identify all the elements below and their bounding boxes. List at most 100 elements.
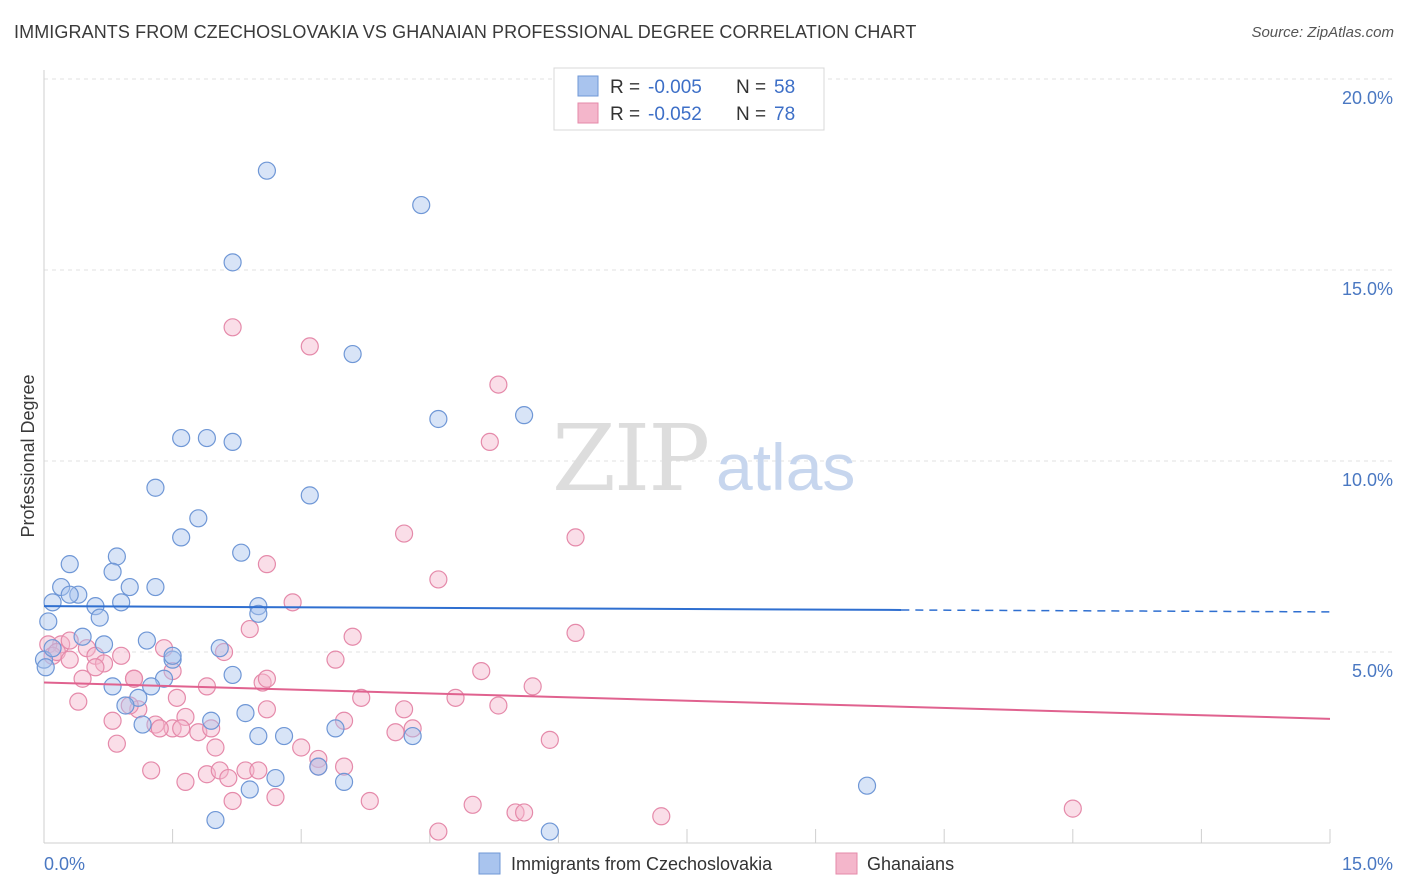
- czechoslovakia-point-6: [172, 428, 191, 448]
- ghanaians-point-71: [515, 803, 534, 822]
- bottom-legend-swatch-pink: [835, 852, 858, 875]
- y-tick-label-3: 20.0%: [1342, 88, 1393, 108]
- czechoslovakia-point-37: [103, 677, 122, 696]
- czechoslovakia-point-26: [90, 608, 109, 627]
- ghanaians-point-41: [176, 707, 195, 727]
- czechoslovakia-point-41: [236, 704, 255, 723]
- y-tick-label-1: 10.0%: [1342, 470, 1393, 490]
- legend-r-label-1: R =: [610, 77, 640, 98]
- czechoslovakia-point-12: [172, 528, 191, 547]
- czechoslovakia-point-42: [133, 715, 152, 734]
- ghanaians-point-48: [403, 719, 422, 738]
- legend-swatch-blue: [577, 75, 599, 97]
- ghanaians-point-5: [566, 528, 585, 547]
- bottom-legend-label-1: Immigrants from Czechoslovakia: [511, 854, 773, 874]
- ghanaians-point-23: [566, 623, 585, 643]
- czechoslovakia-point-43: [202, 711, 221, 730]
- czechoslovakia-point-51: [240, 780, 259, 799]
- czechoslovakia-points: [34, 161, 877, 841]
- czechoslovakia-point-15: [60, 555, 79, 574]
- czechoslovakia-point-4: [429, 409, 448, 429]
- ghanaians-point-21: [240, 619, 259, 639]
- legend-n-value-2: 78: [774, 104, 795, 125]
- ghanaians-point-72: [223, 791, 242, 811]
- ghanaians-point-18: [112, 646, 131, 665]
- czechoslovakia-point-29: [39, 612, 58, 631]
- watermark: ZIP atlas: [552, 405, 855, 512]
- czechoslovakia-point-8: [223, 432, 242, 451]
- y-axis-label: Professional Degree: [18, 374, 38, 537]
- y-tick-labels: 5.0% 10.0% 15.0% 20.0%: [1342, 88, 1393, 681]
- ghanaians-point-32: [352, 688, 371, 707]
- czechoslovakia-point-54: [540, 822, 559, 841]
- czechoslovakia-point-46: [274, 726, 294, 746]
- ghanaians-point-4: [394, 524, 414, 543]
- ghanaians-point-1: [300, 337, 319, 356]
- ghanaians-point-59: [540, 730, 559, 749]
- ghanaians-point-49: [386, 723, 405, 742]
- watermark-zip: ZIP: [552, 405, 708, 512]
- ghanaians-point-22: [343, 627, 362, 646]
- czechoslovakia-point-50: [334, 772, 354, 791]
- legend-n-label-2: N =: [736, 104, 766, 125]
- czechoslovakia-trend-extension: [901, 609, 1331, 613]
- czechoslovakia-point-1: [412, 195, 431, 215]
- source-credit: Source: ZipAtlas.com: [1251, 24, 1394, 41]
- legend-r-value-1: -0.005: [648, 77, 702, 98]
- ghanaians-point-69: [463, 795, 482, 814]
- czechoslovakia-point-28: [73, 627, 92, 646]
- ghanaians-point-39: [394, 700, 414, 719]
- czechoslovakia-point-10: [300, 486, 319, 505]
- ghanaians-point-64: [236, 761, 255, 780]
- czechoslovakia-point-13: [232, 543, 251, 562]
- ghanaians-points: [39, 318, 1082, 841]
- ghanaians-point-36: [69, 692, 88, 711]
- czechoslovakia-point-3: [343, 344, 362, 364]
- legend: R = -0.005 N = 58 R = -0.052 N = 78: [553, 67, 825, 131]
- watermark-atlas: atlas: [716, 430, 855, 504]
- czechoslovakia-point-9: [146, 478, 165, 497]
- czechoslovakia-point-5: [515, 406, 534, 425]
- czechoslovakia-point-0: [257, 161, 277, 180]
- ghanaians-point-30: [257, 669, 277, 688]
- ghanaians-point-56: [309, 749, 328, 769]
- x-tick-labels: 0.0% 15.0%: [44, 854, 1393, 874]
- ghanaians-point-24: [326, 650, 345, 669]
- trend-lines: [43, 605, 1331, 720]
- legend-swatch-pink: [577, 102, 599, 124]
- czechoslovakia-trend-line: [43, 605, 902, 611]
- ghanaians-point-34: [523, 677, 542, 696]
- bottom-legend: Immigrants from Czechoslovakia Ghanaians: [478, 852, 954, 875]
- czechoslovakia-point-57: [43, 639, 62, 658]
- czechoslovakia-point-7: [197, 428, 216, 448]
- bottom-legend-label-2: Ghanaians: [867, 854, 954, 874]
- czechoslovakia-point-2: [223, 253, 242, 272]
- czechoslovakia-point-31: [94, 635, 114, 654]
- x-tick-label-0: 0.0%: [44, 854, 85, 874]
- ghanaians-point-35: [167, 688, 186, 707]
- czechoslovakia-point-14: [107, 547, 126, 566]
- ghanaians-point-75: [1063, 799, 1082, 818]
- czechoslovakia-point-44: [326, 719, 345, 738]
- ghanaians-point-74: [652, 807, 671, 826]
- czechoslovakia-point-22: [43, 593, 62, 612]
- ghanaians-point-2: [489, 375, 508, 394]
- ghanaians-point-7: [429, 570, 448, 589]
- czechoslovakia-point-11: [189, 509, 208, 528]
- czechoslovakia-point-21: [120, 577, 139, 597]
- czechoslovakia-point-40: [116, 696, 135, 715]
- czechoslovakia-point-17: [146, 577, 165, 597]
- czechoslovakia-point-52: [857, 776, 877, 795]
- ghanaians-point-60: [142, 761, 161, 780]
- ghanaians-point-6: [257, 555, 277, 574]
- ghanaians-point-53: [107, 734, 126, 753]
- ghanaians-point-33: [446, 688, 465, 707]
- ghanaians-point-14: [60, 650, 79, 669]
- ghanaians-point-17: [86, 658, 105, 677]
- czechoslovakia-point-56: [36, 658, 55, 677]
- ghanaians-point-68: [360, 791, 379, 811]
- ghanaians-point-46: [257, 700, 277, 719]
- ghanaians-trend-line: [43, 681, 1331, 720]
- ghanaians-point-40: [489, 696, 508, 715]
